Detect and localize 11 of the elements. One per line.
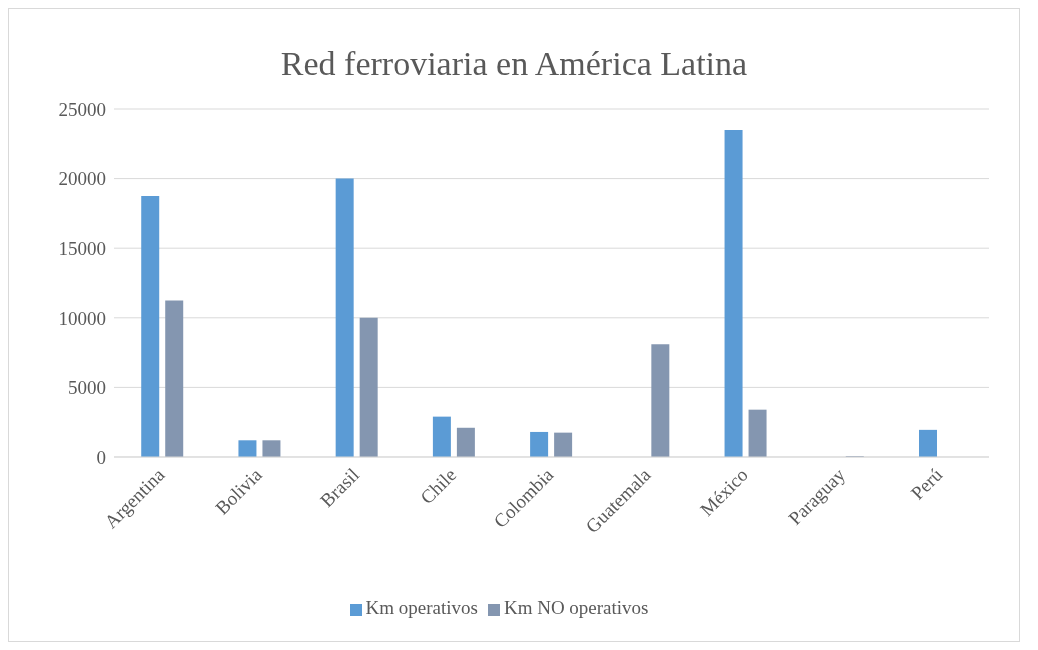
- y-tick-label: 15000: [58, 237, 106, 259]
- chart-title: Red ferroviaria en América Latina: [279, 45, 749, 83]
- y-tick-label: 5000: [68, 377, 106, 399]
- y-tick-label: 20000: [58, 168, 106, 190]
- legend-label: Km operativos: [365, 597, 478, 618]
- x-tick-label: Perú: [906, 463, 947, 504]
- x-tick-label: Chile: [416, 464, 461, 509]
- y-tick-label: 0: [96, 446, 106, 468]
- y-tick-label: 25000: [58, 98, 106, 120]
- y-tick-label: 10000: [58, 307, 106, 329]
- legend-label: Km NO operativos: [503, 597, 649, 618]
